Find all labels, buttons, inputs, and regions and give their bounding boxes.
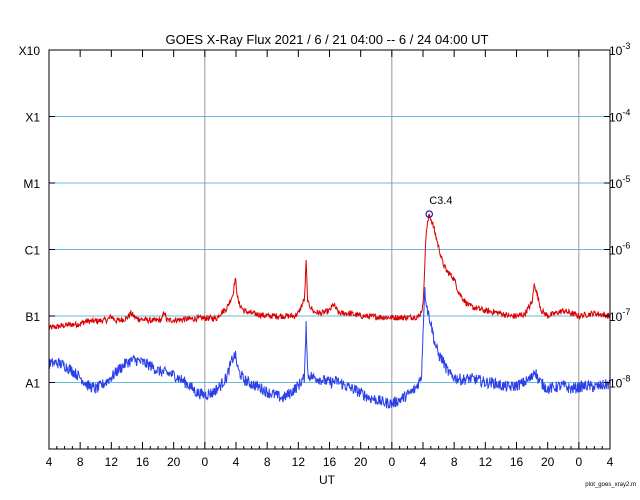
flux-label-right: 10-8	[609, 374, 630, 391]
x-tick-label: 8	[77, 455, 84, 469]
footer-filename: plot_goes_xray2.m	[585, 482, 636, 488]
flux-label-right: 10-3	[609, 41, 630, 58]
x-tick-label: 12	[479, 455, 493, 469]
x-tick-label: 20	[167, 455, 181, 469]
x-tick-label: 16	[510, 455, 524, 469]
x-axis-ticks: 4 8 12 16 20 0 4 8 12 16 20 0 4 8 12 16 20 0 4	[46, 50, 614, 469]
x-axis-label: UT	[319, 473, 336, 487]
x-tick-label: 20	[354, 455, 368, 469]
annotations: C3.4	[425, 195, 452, 218]
class-label-a1: A1	[25, 377, 40, 391]
chart-title: GOES X-Ray Flux 2021 / 6 / 21 04:00 -- 6…	[166, 32, 489, 47]
x-tick-label: 12	[105, 455, 119, 469]
horizontal-gridlines	[49, 116, 610, 383]
x-tick-label: 8	[451, 455, 458, 469]
class-labels-left-axis: X10 X1 M1 C1 B1 A1	[19, 44, 55, 391]
x-tick-label: 0	[201, 455, 208, 469]
flux-label-right: 10-7	[609, 307, 630, 324]
flux-label-right: 10-4	[609, 108, 630, 125]
class-label-x10: X10	[19, 44, 41, 58]
x-tick-label: 4	[46, 455, 53, 469]
x-tick-label: 8	[264, 455, 271, 469]
class-label-m1: M1	[23, 177, 40, 191]
day-boundary-lines	[204, 50, 580, 449]
class-label-x1: X1	[25, 111, 40, 125]
x-tick-label: 16	[136, 455, 150, 469]
peak-annotation-label: C3.4	[429, 195, 452, 207]
x-tick-label: 12	[292, 455, 306, 469]
flux-label-right: 10-6	[609, 241, 630, 258]
peak-marker	[425, 210, 434, 218]
x-tick-label: 4	[233, 455, 240, 469]
x-tick-label: 0	[575, 455, 582, 469]
flux-label-right: 10-5	[609, 174, 630, 191]
x-tick-label: 4	[607, 455, 614, 469]
class-label-c1: C1	[25, 244, 41, 258]
series-line-1	[48, 287, 611, 409]
series-group	[48, 213, 611, 409]
x-tick-label: 16	[323, 455, 337, 469]
series-line-0	[48, 213, 610, 330]
x-tick-label: 0	[388, 455, 395, 469]
x-tick-label: 4	[420, 455, 427, 469]
x-tick-label: 20	[541, 455, 555, 469]
flux-labels-right-axis: 10-3 10-4 10-5 10-6 10-7 10-8	[604, 41, 630, 391]
class-label-b1: B1	[25, 310, 40, 324]
